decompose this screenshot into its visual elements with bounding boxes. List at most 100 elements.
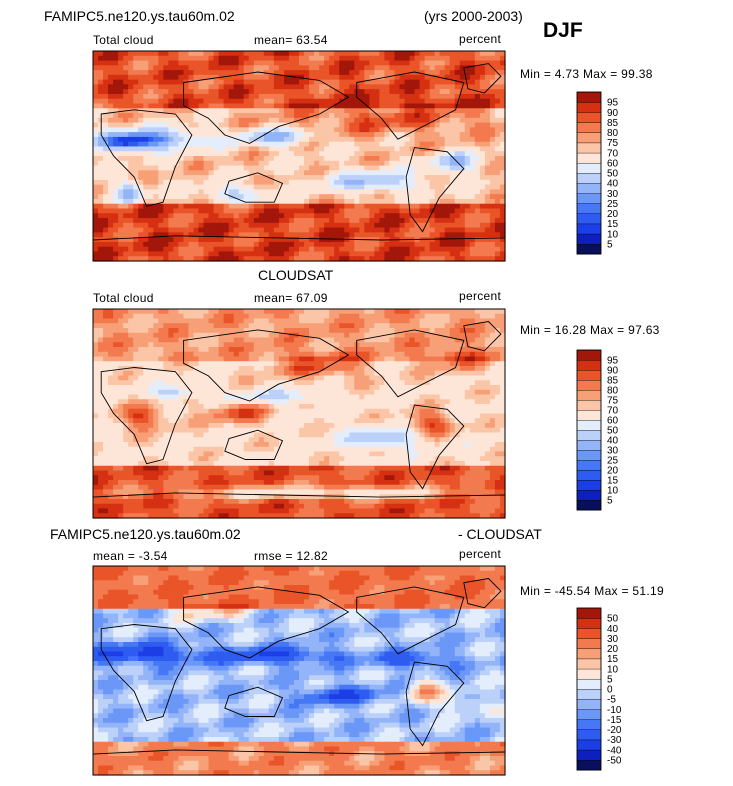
map-cell bbox=[273, 232, 280, 238]
map-cell bbox=[484, 170, 491, 176]
coastline bbox=[92, 235, 506, 241]
map-cell bbox=[434, 98, 441, 105]
map-cell bbox=[404, 227, 411, 233]
map-cell bbox=[419, 375, 426, 381]
map-cell bbox=[369, 51, 375, 57]
map-cell bbox=[123, 51, 129, 57]
colorbar-box bbox=[576, 233, 602, 245]
map-cell bbox=[309, 246, 315, 253]
map-cell bbox=[163, 132, 169, 138]
map-cell bbox=[444, 132, 451, 138]
map-cell bbox=[359, 146, 365, 152]
map-cell bbox=[359, 141, 365, 148]
map-cell bbox=[263, 103, 270, 109]
map-cell bbox=[238, 122, 245, 128]
map-cell bbox=[173, 232, 180, 238]
map-cell bbox=[273, 203, 280, 210]
map-cell bbox=[349, 342, 355, 348]
map-cell bbox=[489, 356, 496, 362]
map-cell bbox=[304, 323, 310, 329]
map-cell bbox=[103, 198, 109, 205]
map-cell bbox=[464, 356, 471, 362]
map-cell bbox=[118, 65, 124, 71]
map-cell bbox=[138, 375, 144, 381]
map-cell bbox=[344, 256, 350, 262]
map-cell bbox=[243, 113, 250, 119]
map-cell bbox=[118, 232, 124, 238]
map-cell bbox=[459, 103, 466, 109]
map-cell bbox=[123, 151, 129, 157]
map-cell bbox=[223, 332, 230, 339]
map-cell bbox=[394, 318, 401, 324]
map-cell bbox=[459, 318, 466, 324]
map-cell bbox=[444, 79, 451, 86]
map-cell bbox=[324, 93, 330, 100]
map-cell bbox=[499, 70, 506, 76]
map-cell bbox=[359, 356, 365, 362]
map-cell bbox=[354, 184, 360, 191]
map-cell bbox=[243, 108, 250, 114]
map-cell bbox=[123, 380, 129, 386]
map-cell bbox=[283, 160, 290, 167]
map-cell bbox=[248, 213, 255, 219]
map-cell bbox=[399, 51, 406, 57]
map-cell bbox=[304, 222, 310, 229]
map-cell bbox=[459, 370, 466, 377]
map-cell bbox=[429, 98, 436, 105]
map-cell bbox=[183, 151, 190, 157]
map-cell bbox=[233, 251, 240, 257]
map-cell bbox=[118, 342, 124, 348]
map-cell bbox=[168, 60, 174, 66]
map-cell bbox=[258, 337, 265, 343]
map-cell bbox=[364, 356, 370, 362]
map-cell bbox=[384, 218, 391, 224]
map-cell bbox=[389, 337, 396, 343]
map-cell bbox=[474, 89, 481, 95]
map-cell bbox=[339, 70, 345, 76]
map-cell bbox=[103, 146, 109, 152]
map-cell bbox=[384, 356, 391, 362]
map-cell bbox=[178, 136, 185, 143]
map-cell bbox=[334, 194, 340, 200]
map-cell bbox=[374, 113, 380, 119]
map-cell bbox=[213, 122, 220, 128]
map-cell bbox=[424, 117, 431, 124]
map-cell bbox=[454, 60, 461, 66]
map-cell bbox=[329, 313, 335, 320]
colorbar-box bbox=[576, 112, 602, 123]
map-cell bbox=[349, 98, 355, 105]
map-cell bbox=[374, 141, 380, 148]
map-cell bbox=[293, 218, 300, 224]
map-cell bbox=[324, 356, 330, 362]
map-cell bbox=[148, 165, 154, 171]
map-cell bbox=[218, 380, 225, 386]
map-cell bbox=[293, 227, 300, 233]
map-cell bbox=[424, 232, 431, 238]
map-cell bbox=[329, 309, 335, 315]
map-cell bbox=[499, 184, 506, 191]
map-cell bbox=[218, 189, 225, 195]
map-cell bbox=[118, 55, 124, 62]
map-cell bbox=[233, 366, 240, 372]
map-cell bbox=[319, 113, 325, 119]
map-cell bbox=[143, 361, 149, 367]
map-cell bbox=[153, 198, 159, 205]
map-cell bbox=[304, 256, 310, 262]
map-cell bbox=[479, 55, 486, 62]
map-cell bbox=[454, 189, 461, 195]
map-cell bbox=[148, 108, 154, 114]
map-cell bbox=[153, 136, 159, 143]
map-cell bbox=[304, 318, 310, 324]
map-cell bbox=[414, 342, 421, 348]
map-cell bbox=[293, 175, 300, 181]
map-cell bbox=[499, 213, 506, 219]
map-cell bbox=[434, 55, 441, 62]
map-cell bbox=[283, 108, 290, 114]
map-cell bbox=[319, 184, 325, 191]
map-cell bbox=[173, 156, 180, 162]
map-cell bbox=[414, 113, 421, 119]
map-cell bbox=[299, 323, 305, 329]
map-cell bbox=[299, 227, 305, 233]
map-cell bbox=[499, 241, 506, 248]
map-cell bbox=[369, 151, 375, 157]
